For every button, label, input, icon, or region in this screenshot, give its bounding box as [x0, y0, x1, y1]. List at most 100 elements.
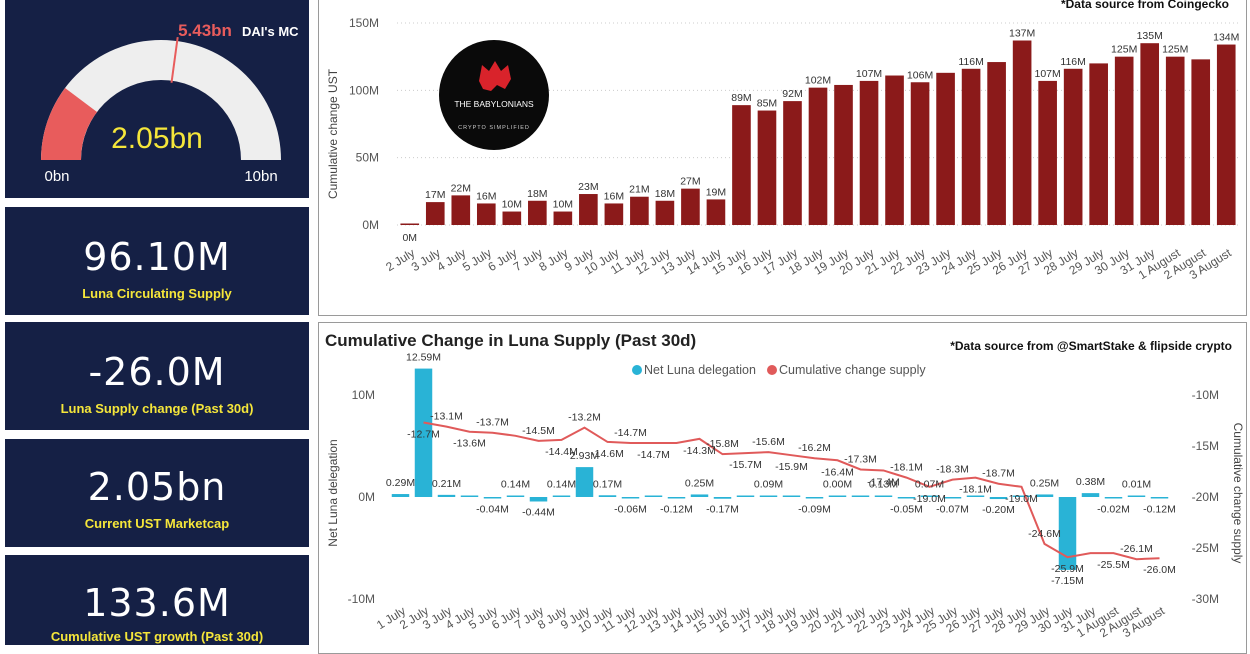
bar-data-label: 85M — [757, 98, 777, 110]
delegation-data-label: -0.44M — [522, 506, 555, 518]
bar-22-july — [910, 82, 930, 226]
bar-19-july — [834, 84, 853, 226]
delegation-bar — [690, 494, 709, 497]
bar-8-july — [553, 211, 573, 225]
bar-1-august — [1165, 56, 1185, 225]
supply-data-label: -13.6M — [453, 438, 486, 450]
logo-name: THE BABYLONIANS — [454, 99, 534, 109]
delegation-bar — [414, 368, 433, 497]
gauge-track — [41, 40, 281, 160]
bar-30-july — [1114, 56, 1134, 225]
delegation-bar — [1081, 493, 1100, 497]
bar-data-label: 107M — [1035, 68, 1061, 80]
delegation-data-label: 0.25M — [685, 477, 714, 489]
chart2-left-axis-title: Net Luna delegation — [326, 439, 340, 546]
bar-21-july — [885, 75, 904, 226]
bar-data-label: 92M — [782, 88, 802, 100]
kpi-label: Luna Supply change (Past 30d) — [60, 401, 254, 416]
chart1-source-note: *Data source from Coingecko — [1061, 0, 1229, 11]
bar-25-july — [987, 62, 1006, 226]
supply-data-label: -12.7M — [407, 429, 440, 441]
delegation-bar — [598, 495, 617, 497]
delegation-data-label: 0.38M — [1076, 476, 1105, 488]
bar-data-label: 137M — [1009, 28, 1035, 40]
delegation-bar — [782, 495, 801, 497]
gauge-card: 5.43bn DAI's MC 2.05bn 0bn 10bn — [5, 0, 309, 198]
gauge-max-label: 10bn — [244, 168, 277, 185]
delegation-bar — [1058, 497, 1077, 570]
chart1-y-axis-title: Cumulative change UST — [326, 68, 340, 199]
bar-18-july — [808, 87, 828, 225]
luna-supply-chart: Cumulative Change in Luna Supply (Past 3… — [325, 331, 1245, 640]
y-tick-label: 150M — [349, 16, 379, 30]
supply-data-label: -18.7M — [982, 468, 1015, 480]
y-tick-label: 50M — [356, 151, 379, 165]
bar-data-label: 16M — [604, 190, 624, 202]
legend-label-delegation: Net Luna delegation — [644, 363, 756, 377]
chart2-legend: Net Luna delegation Cumulative change su… — [632, 363, 926, 377]
ust-marketcap-gauge: 5.43bn DAI's MC 2.05bn 0bn 10bn — [41, 21, 299, 185]
bar-data-label: 102M — [805, 75, 831, 87]
supply-data-label: -13.7M — [476, 417, 509, 429]
delegation-data-label: -0.20M — [982, 504, 1015, 516]
y-tick-label: 100M — [349, 83, 379, 97]
bar-10-july — [604, 203, 624, 225]
delegation-bar — [759, 495, 778, 497]
supply-data-label: -17.4M — [867, 476, 900, 488]
delegation-data-label: 0.13M — [869, 479, 898, 491]
delegation-bar — [920, 495, 939, 497]
delegation-data-label: -0.06M — [614, 504, 647, 516]
bar-26-july — [1012, 40, 1032, 225]
delegation-bar — [1104, 497, 1123, 499]
supply-data-label: -19.0M — [1005, 493, 1038, 505]
delegation-data-label: 0.00M — [823, 479, 852, 491]
bar-17-july — [783, 101, 802, 225]
legend-label-supply: Cumulative change supply — [779, 363, 926, 377]
kpi-label: Luna Circulating Supply — [82, 286, 232, 301]
bar-4-july — [451, 195, 471, 225]
bar-13-july — [681, 188, 700, 225]
delegation-data-label: 0.14M — [547, 479, 576, 491]
gauge-min-label: 0bn — [44, 168, 69, 185]
kpi-value: 133.6M — [83, 581, 231, 625]
supply-data-label: -13.2M — [568, 412, 601, 424]
chart2-title: Cumulative Change in Luna Supply (Past 3… — [325, 331, 696, 350]
delegation-data-label: -0.02M — [1097, 504, 1130, 516]
supply-data-label: -14.6M — [591, 448, 624, 460]
bar-20-july — [859, 80, 879, 225]
delegation-bar — [736, 495, 755, 497]
supply-data-label: -18.1M — [959, 484, 992, 496]
delegation-bar — [874, 495, 893, 497]
bar-9-july — [579, 194, 598, 225]
delegation-bar — [483, 497, 502, 499]
babylonians-logo: THE BABYLONIANS CRYPTO SIMPLIFIED — [439, 40, 549, 150]
bar-2-august — [1191, 59, 1211, 225]
delegation-bar — [667, 497, 686, 499]
delegation-bar — [552, 495, 571, 497]
right-y-tick-label: -30M — [1192, 592, 1219, 606]
bar-15-july — [732, 105, 751, 225]
delegation-bar — [989, 497, 1008, 500]
delegation-data-label: 0.25M — [1030, 477, 1059, 489]
delegation-bar — [644, 495, 663, 497]
legend-marker-supply — [767, 365, 777, 375]
bar-3-august — [1216, 44, 1236, 226]
supply-data-label: -14.4M — [545, 446, 578, 458]
bar-data-label: 17M — [425, 189, 445, 201]
left-y-tick-label: 10M — [352, 388, 375, 402]
chart2-source-note: *Data source from @SmartStake & flipside… — [950, 339, 1232, 353]
bar-data-label: 116M — [1060, 56, 1086, 68]
delegation-bar — [575, 467, 594, 497]
delegation-data-label: 0.14M — [501, 479, 530, 491]
delegation-data-label: 0.29M — [386, 477, 415, 489]
left-y-tick-label: 0M — [358, 490, 375, 504]
bar-data-label: 10M — [502, 199, 522, 211]
bar-data-label: 27M — [680, 176, 700, 188]
delegation-bar — [1012, 495, 1031, 497]
delegation-data-label: -0.09M — [798, 504, 831, 516]
delegation-data-label: -0.07M — [936, 504, 969, 516]
luna-supply-chart-panel: Cumulative Change in Luna Supply (Past 3… — [318, 322, 1247, 654]
delegation-data-label: -0.17M — [706, 504, 739, 516]
legend-marker-delegation — [632, 365, 642, 375]
supply-data-label: -15.7M — [729, 459, 762, 471]
